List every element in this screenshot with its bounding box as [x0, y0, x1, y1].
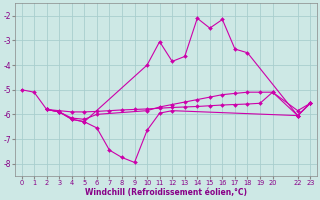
X-axis label: Windchill (Refroidissement éolien,°C): Windchill (Refroidissement éolien,°C) [85, 188, 247, 197]
